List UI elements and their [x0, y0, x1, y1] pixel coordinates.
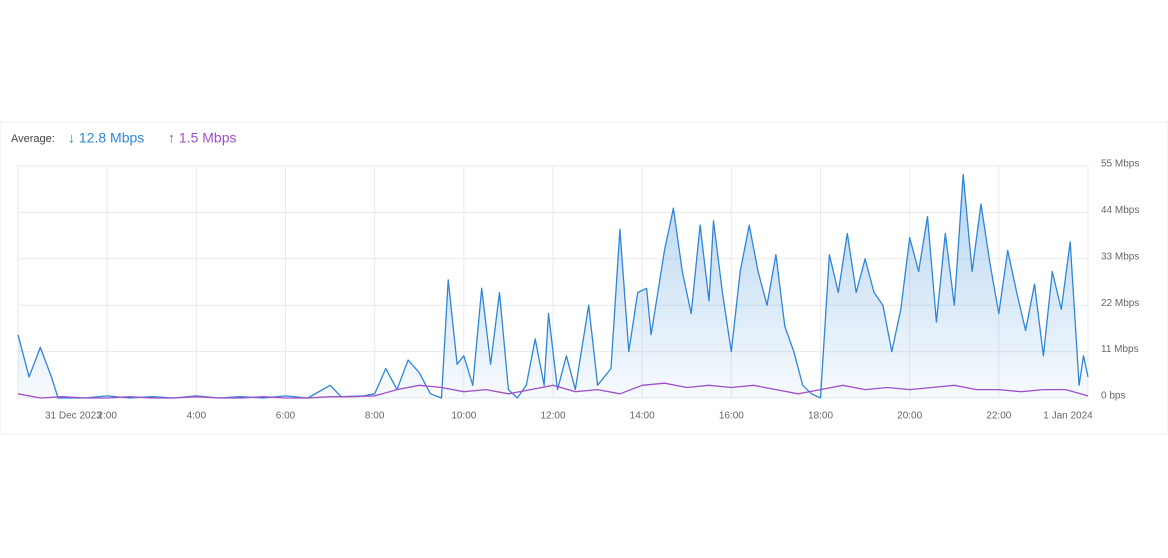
x-tick-label: 18:00: [808, 411, 833, 422]
average-upload: ↑ 1.5 Mbps: [168, 130, 236, 146]
x-tick-label: 12:00: [540, 411, 565, 422]
line: [17, 173, 1089, 399]
y-tick-label: 22 Mbps: [1101, 298, 1139, 309]
legend-label: Average:: [11, 133, 55, 145]
y-tick-label: 33 Mbps: [1101, 251, 1139, 262]
x-tick-label: 14:00: [630, 411, 655, 422]
x-tick-label: 22:00: [986, 411, 1011, 422]
y-tick-label: 44 Mbps: [1101, 205, 1139, 216]
x-tick-label: 1 Jan 2024: [1043, 411, 1093, 422]
x-tick-label: 8:00: [365, 411, 385, 422]
x-tick-label: 6:00: [276, 411, 296, 422]
x-tick-label: 31 Dec 2023: [45, 411, 102, 422]
x-tick-label: 20:00: [897, 411, 922, 422]
average-download: ↓ 12.8 Mbps: [68, 130, 144, 146]
x-tick-label: 2:00: [97, 411, 117, 422]
x-tick-label: 10:00: [451, 411, 476, 422]
x-tick-label: 4:00: [187, 411, 207, 422]
y-tick-label: 0 bps: [1101, 391, 1125, 402]
x-tick-label: 16:00: [719, 411, 744, 422]
line: [17, 382, 1089, 399]
y-tick-label: 55 Mbps: [1101, 159, 1139, 170]
y-tick-label: 11 Mbps: [1101, 344, 1139, 355]
